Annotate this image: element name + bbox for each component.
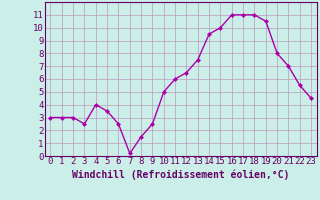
- X-axis label: Windchill (Refroidissement éolien,°C): Windchill (Refroidissement éolien,°C): [72, 169, 290, 180]
